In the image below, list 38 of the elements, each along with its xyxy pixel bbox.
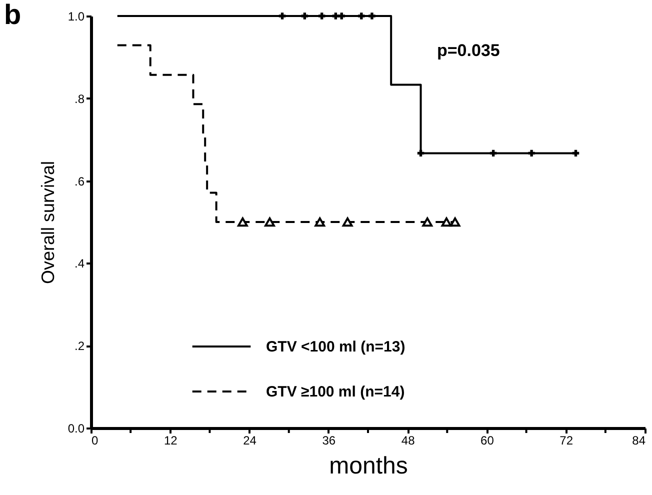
point <box>441 217 452 227</box>
point <box>358 12 365 20</box>
y-tick-label: 1.0 <box>68 10 85 24</box>
point <box>417 150 424 157</box>
x-tick-label: 72 <box>560 434 574 448</box>
point <box>338 12 345 20</box>
x-tick-label: 84 <box>632 434 646 448</box>
y-tick-label: .4 <box>74 256 85 271</box>
x-tick-label: 0 <box>92 434 98 448</box>
x-tick-label: 60 <box>480 434 494 448</box>
point <box>301 12 308 20</box>
annotation: p=0.035 <box>437 41 500 60</box>
y-axis-title: Overall survival <box>38 160 58 284</box>
point <box>528 150 535 157</box>
y-tick-label: .2 <box>74 339 85 354</box>
point <box>238 217 248 227</box>
y-tick-label: .8 <box>74 92 85 106</box>
legend-label: GTV <100 ml (n=13) <box>266 338 406 356</box>
point <box>450 217 460 227</box>
x-axis-title: months <box>329 452 408 480</box>
point <box>314 217 326 227</box>
point <box>572 150 580 157</box>
x-tick-label: 12 <box>164 434 178 448</box>
x-tick-label: 48 <box>401 434 416 448</box>
x-tick-label: 36 <box>322 434 336 448</box>
y-tick-label: .6 <box>74 174 85 188</box>
point <box>332 12 340 20</box>
point <box>264 217 275 227</box>
point <box>342 217 353 227</box>
point <box>318 12 326 20</box>
point <box>490 150 497 157</box>
x-tick-label: 24 <box>243 434 257 448</box>
legend-label: GTV ≥100 ml (n=14) <box>266 384 405 400</box>
point <box>278 12 286 20</box>
point <box>368 12 376 20</box>
y-tick-label: 0.0 <box>68 422 85 436</box>
chart-title: b <box>4 0 22 30</box>
point <box>422 217 433 227</box>
